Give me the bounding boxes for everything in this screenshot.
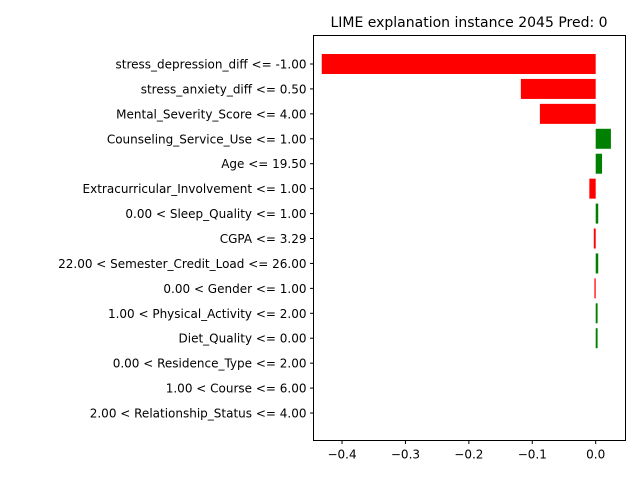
y-tick-label-11: Diet_Quality <= 0.00 xyxy=(179,332,307,346)
bar-5 xyxy=(589,178,596,199)
bar-6 xyxy=(595,203,599,224)
y-tick-label-9: 0.00 < Gender <= 1.00 xyxy=(163,282,306,296)
x-tick-label-2: −0.2 xyxy=(454,448,483,462)
bar-0 xyxy=(321,54,596,74)
y-tick-label-4: Age <= 19.50 xyxy=(221,157,306,171)
y-tick-label-1: stress_anxiety_diff <= 0.50 xyxy=(141,82,307,96)
x-tick-label-0: −0.4 xyxy=(327,448,356,462)
y-tick-label-10: 1.00 < Physical_Activity <= 2.00 xyxy=(108,307,307,321)
x-tick-label-1: −0.3 xyxy=(391,448,420,462)
y-tick-label-6: 0.00 < Sleep_Quality <= 1.00 xyxy=(125,207,306,221)
chart-title: LIME explanation instance 2045 Pred: 0 xyxy=(330,15,607,31)
y-tick-label-5: Extracurricular_Involvement <= 1.00 xyxy=(83,182,307,196)
y-tick-label-2: Mental_Severity_Score <= 4.00 xyxy=(116,107,306,121)
y-axis: stress_depression_diff <= -1.00 stress_an… xyxy=(58,58,314,421)
bar-4 xyxy=(595,153,603,174)
bar-9 xyxy=(594,278,596,299)
x-tick-label-4: 0.0 xyxy=(586,448,605,462)
bar-3 xyxy=(595,128,611,149)
bar-2 xyxy=(539,103,596,124)
bar-8 xyxy=(595,253,599,274)
x-axis: −0.4 −0.3 −0.2 −0.1 0.0 xyxy=(327,440,605,462)
y-tick-label-14: 2.00 < Relationship_Status <= 4.00 xyxy=(90,407,307,421)
y-tick-label-3: Counseling_Service_Use <= 1.00 xyxy=(107,132,307,146)
x-tick-label-3: −0.1 xyxy=(518,448,547,462)
y-tick-label-12: 0.00 < Residence_Type <= 2.00 xyxy=(113,357,307,371)
bar-1 xyxy=(520,78,596,99)
y-tick-label-7: CGPA <= 3.29 xyxy=(220,232,307,246)
plot-frame xyxy=(313,35,626,441)
bars-layer xyxy=(321,54,611,349)
y-tick-label-0: stress_depression_diff <= -1.00 xyxy=(116,58,307,72)
y-tick-label-8: 22.00 < Semester_Credit_Load <= 26.00 xyxy=(58,257,306,271)
bar-11 xyxy=(595,328,598,349)
y-tick-label-13: 1.00 < Course <= 6.00 xyxy=(166,382,307,396)
bar-10 xyxy=(595,303,598,324)
bar-7 xyxy=(593,228,596,249)
